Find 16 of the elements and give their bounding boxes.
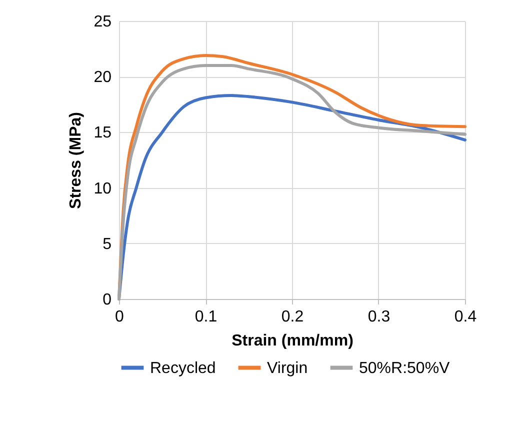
y-tick-label: 0 [102, 292, 112, 308]
y-axis-title: Stress (MPa) [68, 112, 85, 209]
y-tick-label: 15 [94, 124, 112, 142]
y-tick-label: 10 [94, 180, 112, 198]
x-tick-label: 0.1 [194, 308, 218, 326]
x-tick-label: 0 [115, 308, 124, 326]
y-tick-label: 25 [94, 14, 112, 30]
x-tick-label: 0.4 [454, 308, 477, 326]
x-tick-label: 0.3 [368, 308, 390, 326]
legend-label: Virgin [267, 360, 308, 377]
legend-label: Recycled [150, 360, 216, 377]
x-axis-title: Strain (mm/mm) [232, 332, 354, 350]
x-tick-label: 0.2 [281, 308, 304, 326]
legend-label: 50%R:50%V [359, 360, 450, 377]
y-tick-label: 20 [94, 69, 112, 86]
y-tick-label: 5 [102, 236, 112, 253]
